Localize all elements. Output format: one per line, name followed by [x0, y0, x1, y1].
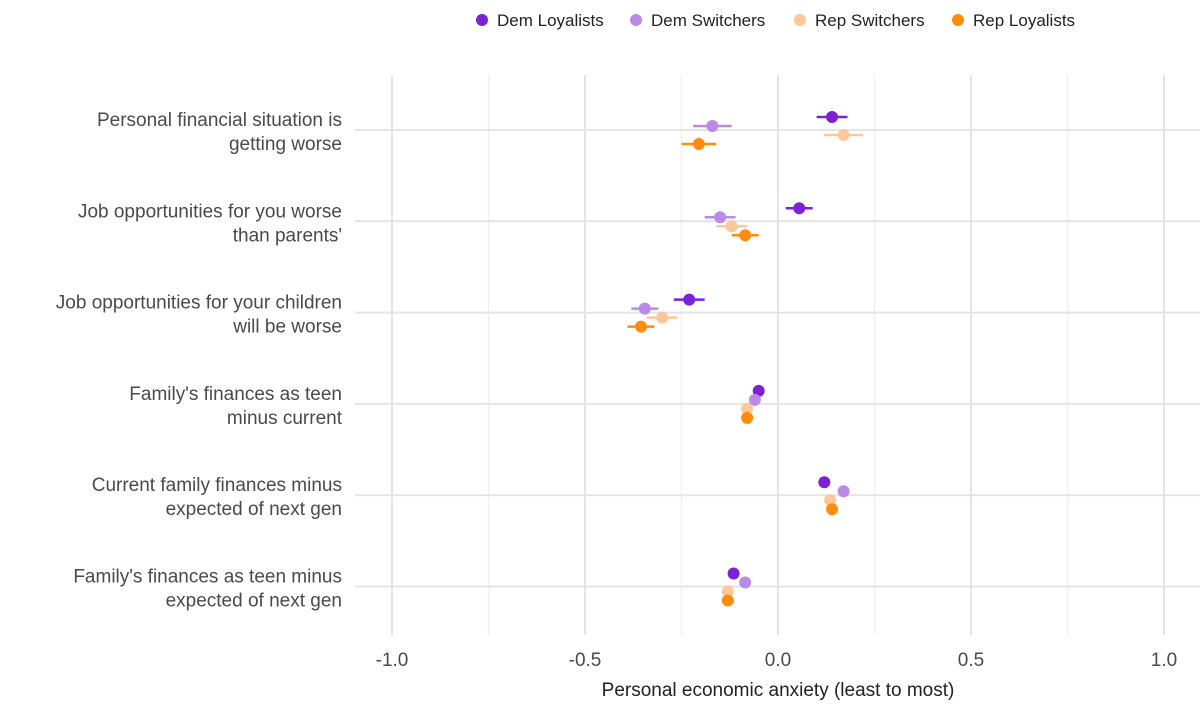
data-point — [634, 320, 647, 333]
data-point — [741, 411, 754, 424]
x-tick-label: -0.5 — [569, 650, 602, 671]
data-point — [741, 402, 754, 415]
y-tick-label-line: Family's finances as teen minus — [73, 567, 342, 588]
data-point — [638, 302, 651, 315]
y-tick-label-line: Current family finances minus — [92, 475, 342, 496]
data-point — [824, 494, 837, 507]
y-tick-label-line: Job opportunities for you worse — [78, 201, 342, 222]
data-point — [656, 311, 669, 324]
y-tick-label: Job opportunities for your children will … — [56, 293, 342, 338]
data-point — [721, 585, 734, 598]
legend-label: Rep Loyalists — [973, 11, 1075, 30]
y-tick-label-line: getting worse — [229, 134, 342, 155]
data-point — [739, 229, 752, 242]
x-tick-label: 1.0 — [1151, 650, 1177, 671]
y-tick-label-line: than parents' — [233, 225, 342, 246]
data-point — [739, 576, 752, 589]
data-point — [826, 111, 839, 123]
data-point — [837, 129, 850, 141]
y-tick-label-line: Job opportunities for your children — [56, 293, 342, 314]
y-tick-label: Family's finances as teen minus current — [129, 384, 342, 429]
x-axis-label: Personal economic anxiety (least to most… — [602, 680, 955, 701]
data-point — [727, 567, 740, 580]
x-tick-label: 0.0 — [765, 650, 791, 671]
x-tick-label: 0.5 — [958, 650, 984, 671]
y-tick-label-line: Family's finances as teen — [129, 384, 342, 405]
legend-marker — [794, 14, 806, 26]
data-point — [748, 393, 761, 406]
data-point — [837, 485, 850, 498]
x-tick-labels: -1.0 -0.5 0.0 0.5 1.0 — [376, 650, 1178, 671]
data-point — [721, 594, 734, 607]
y-tick-label: Job opportunities for you worse than pare… — [78, 201, 342, 246]
data-point — [818, 476, 831, 489]
data-point — [706, 120, 719, 132]
y-tick-label: Current family finances minus expected of… — [92, 475, 342, 520]
legend-marker — [630, 14, 642, 26]
y-tick-label-line: expected of next gen — [166, 591, 342, 612]
y-tick-label-line: expected of next gen — [166, 499, 342, 520]
y-tick-label: Personal financial situation is getting w… — [97, 110, 342, 155]
legend-label: Rep Switchers — [815, 11, 925, 30]
y-tick-label-line: minus current — [227, 408, 343, 429]
data-point — [826, 503, 839, 516]
y-tick-label: Family's finances as teen minus expected … — [73, 567, 342, 612]
data-point — [692, 138, 705, 150]
legend: Dem Loyalists Dem Switchers Rep Switchers R… — [476, 11, 1075, 30]
legend-label: Dem Loyalists — [497, 11, 604, 30]
grid — [355, 75, 1200, 635]
data-points — [627, 111, 863, 607]
legend-marker — [476, 14, 488, 26]
y-tick-label-line: will be worse — [232, 317, 342, 338]
legend-marker — [952, 14, 964, 26]
data-point — [714, 211, 727, 224]
data-point — [793, 202, 806, 215]
x-tick-label: -1.0 — [376, 650, 409, 671]
data-point — [683, 293, 696, 306]
data-point — [752, 384, 765, 397]
y-tick-labels: Personal financial situation is getting w… — [56, 110, 343, 612]
data-point — [725, 220, 738, 233]
y-tick-label-line: Personal financial situation is — [97, 110, 342, 131]
legend-label: Dem Switchers — [651, 11, 765, 30]
